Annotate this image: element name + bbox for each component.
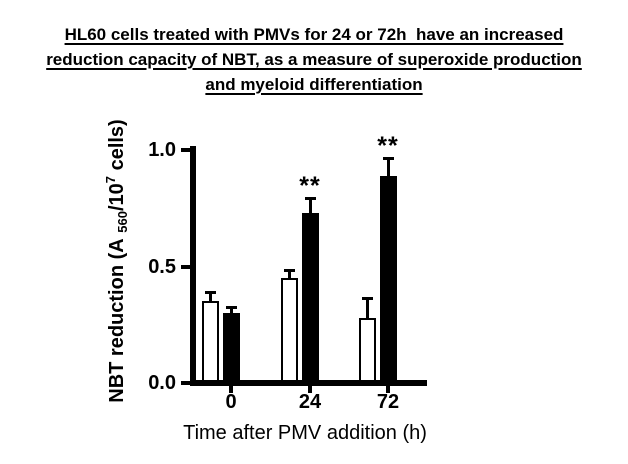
x-axis-tick-label: 24 <box>298 391 322 413</box>
bar-open-bars-control-72 <box>358 317 376 384</box>
x-axis-tick <box>308 386 312 393</box>
figure-title: HL60 cells treated with PMVs for 24 or 7… <box>0 22 628 97</box>
y-axis-tick <box>181 264 190 269</box>
error-bar-cap <box>204 291 216 295</box>
bar-filled-bars-PMV-treated-0 <box>222 313 240 385</box>
y-axis-tick <box>181 148 190 152</box>
x-axis-tick <box>229 386 233 393</box>
y-axis-tick-label: 1.0 <box>148 139 176 161</box>
x-axis-tick <box>386 386 390 393</box>
bar-filled-bars-PMV-treated-72 <box>379 175 397 384</box>
error-bar-line <box>287 269 291 282</box>
figure-title-line-1: HL60 cells treated with PMVs for 24 or 7… <box>64 25 564 44</box>
x-axis-tick-label: 0 <box>225 391 237 413</box>
x-axis-line <box>190 380 427 386</box>
error-bar-cap <box>361 296 373 300</box>
figure-title-line-3: and myeloid differentiation <box>205 75 423 94</box>
y-axis-tick <box>181 381 190 385</box>
error-bar-line <box>208 292 212 306</box>
bar-open-bars-control-24 <box>280 278 298 385</box>
error-bar-line <box>386 158 390 180</box>
error-bar-cap <box>225 306 237 310</box>
y-axis-line <box>190 146 196 386</box>
y-axis-title-post: cells) <box>106 119 128 176</box>
y-axis-title-pre: NBT reduction (A <box>106 232 128 403</box>
error-bar-line <box>229 307 233 318</box>
y-axis-title-subscript: 560 <box>115 211 130 233</box>
error-bar-cap <box>382 157 394 161</box>
x-axis-title: Time after PMV addition (h) <box>183 422 427 444</box>
y-axis-title-superscript: 7 <box>103 175 118 184</box>
bar-open-bars-control-0 <box>201 301 219 385</box>
error-bar-cap <box>304 196 316 200</box>
y-axis-tick-label: 0.5 <box>148 255 176 278</box>
significance-stars: ** <box>377 132 399 161</box>
bar-filled-bars-PMV-treated-24 <box>301 212 319 384</box>
figure-title-line-2: reduction capacity of NBT, as a measure … <box>46 50 582 69</box>
x-axis-tick-label: 72 <box>376 391 400 413</box>
y-axis-title-mid: /10 <box>106 183 128 212</box>
error-bar-line <box>308 197 312 217</box>
y-axis-tick-label: 0.0 <box>148 372 176 394</box>
error-bar-cap <box>283 268 295 272</box>
error-bar-line <box>365 297 369 322</box>
significance-stars: ** <box>299 171 321 200</box>
